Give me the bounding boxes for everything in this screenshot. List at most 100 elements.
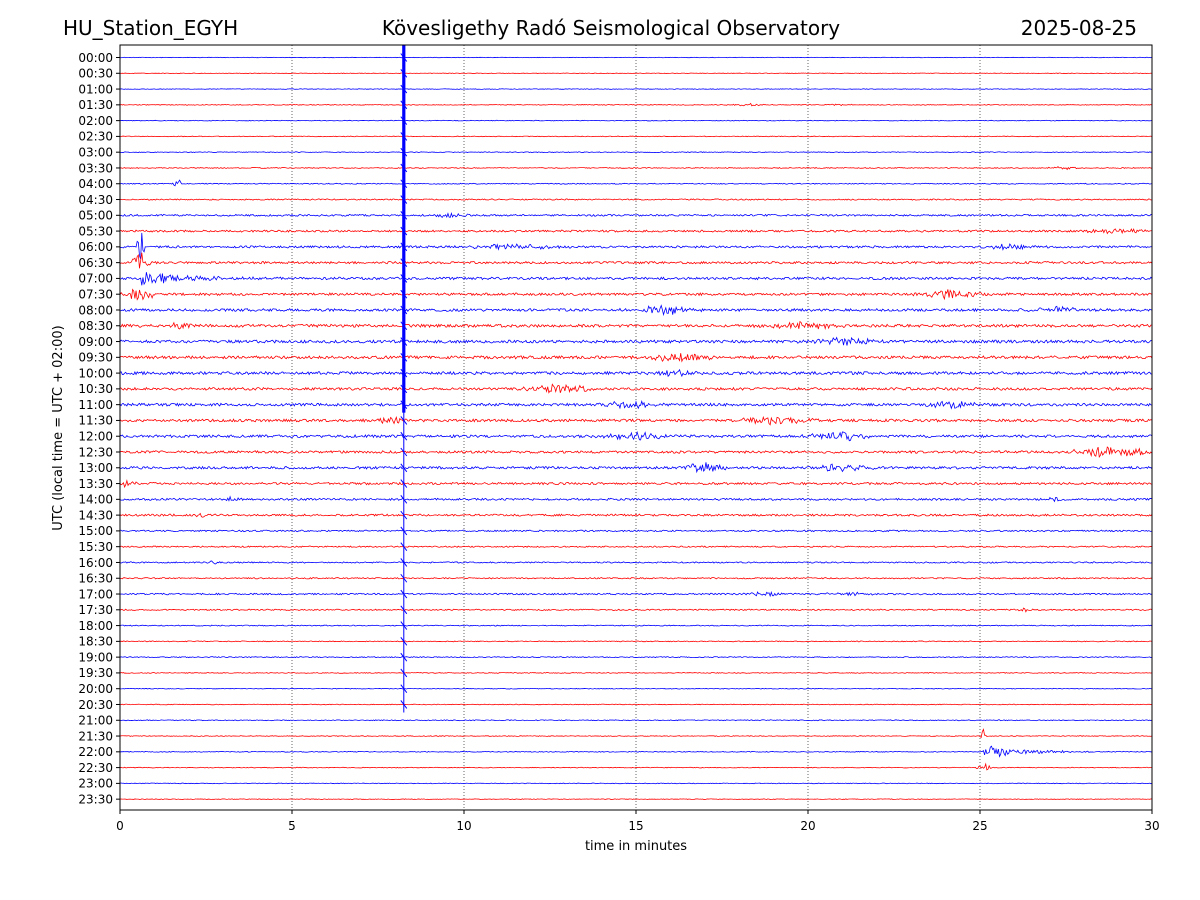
trace-0730 bbox=[119, 288, 1153, 301]
x-tick-label-0: 0 bbox=[116, 819, 124, 833]
y-tick-label-1400: 14:00 bbox=[78, 493, 113, 507]
spike-wiggle bbox=[400, 242, 408, 252]
y-tick-label-2030: 20:30 bbox=[78, 698, 113, 712]
y-tick-label-0900: 09:00 bbox=[78, 335, 113, 349]
x-tick-label-5: 5 bbox=[288, 819, 296, 833]
x-tick-label-25: 25 bbox=[972, 819, 987, 833]
trace-0700 bbox=[119, 272, 1153, 286]
spike-wiggle bbox=[400, 100, 408, 110]
trace-1300 bbox=[119, 462, 1153, 474]
y-tick-label-2300: 23:00 bbox=[78, 777, 113, 791]
station-label: HU_Station_EGYH bbox=[63, 16, 238, 40]
trace-2030 bbox=[119, 703, 1153, 706]
y-tick-label-0200: 02:00 bbox=[78, 114, 113, 128]
trace-0930 bbox=[119, 353, 1153, 363]
trace-2200 bbox=[119, 745, 1153, 758]
trace-1230 bbox=[119, 446, 1153, 458]
spike-wiggle bbox=[400, 463, 408, 473]
trace-1100 bbox=[119, 399, 1153, 410]
y-tick-label-1800: 18:00 bbox=[78, 619, 113, 633]
spike-wiggle bbox=[400, 84, 408, 94]
chart-title: Kövesligethy Radó Seismological Observat… bbox=[382, 16, 840, 40]
y-tick-label-0430: 04:30 bbox=[78, 193, 113, 207]
y-tick-label-1330: 13:30 bbox=[78, 477, 113, 491]
trace-0830 bbox=[119, 320, 1153, 330]
spike-wiggle bbox=[400, 226, 408, 236]
y-tick-label-2330: 23:30 bbox=[78, 792, 113, 806]
x-tick-label-30: 30 bbox=[1144, 819, 1159, 833]
y-tick-label-1300: 13:00 bbox=[78, 461, 113, 475]
trace-0500 bbox=[119, 212, 1153, 219]
trace-1400 bbox=[119, 495, 1153, 503]
spike-wiggle bbox=[400, 147, 408, 157]
trace-1130 bbox=[119, 415, 1153, 426]
y-tick-label-0800: 08:00 bbox=[78, 303, 113, 317]
y-tick-label-1430: 14:30 bbox=[78, 508, 113, 522]
y-tick-label-1200: 12:00 bbox=[78, 430, 113, 444]
trace-1330 bbox=[119, 479, 1153, 489]
plot-frame bbox=[119, 44, 1153, 811]
trace-1030 bbox=[119, 383, 1153, 394]
y-tick-label-1100: 11:00 bbox=[78, 398, 113, 412]
trace-1930 bbox=[119, 672, 1153, 674]
trace-1800 bbox=[119, 624, 1153, 627]
trace-1600 bbox=[119, 560, 1153, 565]
y-tick-label-1230: 12:30 bbox=[78, 445, 113, 459]
spike-wiggle bbox=[400, 163, 408, 173]
trace-2300 bbox=[119, 782, 1153, 785]
spike-wiggle bbox=[400, 495, 408, 504]
spike-wiggle bbox=[400, 258, 408, 267]
spike-wiggle bbox=[400, 431, 408, 441]
y-tick-label-2100: 21:00 bbox=[78, 714, 113, 728]
x-tick-label-15: 15 bbox=[628, 819, 643, 833]
y-tick-label-2200: 22:00 bbox=[78, 745, 113, 759]
trace-2330 bbox=[119, 798, 1153, 800]
trace-0030 bbox=[119, 72, 1153, 74]
spike-wiggle bbox=[400, 368, 408, 378]
spike-wiggle bbox=[400, 589, 408, 599]
y-tick-label-2230: 22:30 bbox=[78, 761, 113, 775]
y-tick-label-0300: 03:00 bbox=[78, 145, 113, 159]
y-tick-label-0400: 04:00 bbox=[78, 177, 113, 191]
spike-wiggle bbox=[400, 289, 408, 299]
y-tick-label-0000: 00:00 bbox=[78, 51, 113, 65]
spike-wiggle bbox=[400, 573, 408, 583]
seismogram-traces bbox=[119, 56, 1153, 800]
trace-1000 bbox=[119, 368, 1153, 378]
trace-0330 bbox=[119, 165, 1153, 171]
y-tick-label-1530: 15:30 bbox=[78, 540, 113, 554]
y-tick-label-0330: 03:30 bbox=[78, 161, 113, 175]
spike-wiggle bbox=[400, 132, 408, 141]
x-tick-label-20: 20 bbox=[800, 819, 815, 833]
trace-0430 bbox=[119, 198, 1153, 201]
spike-wiggle bbox=[400, 447, 408, 457]
spike-wiggle bbox=[400, 353, 408, 362]
y-tick-label-2000: 20:00 bbox=[78, 682, 113, 696]
trace-1700 bbox=[119, 590, 1153, 598]
y-tick-label-1500: 15:00 bbox=[78, 524, 113, 538]
spike-wiggle bbox=[400, 305, 408, 315]
spike-wiggle bbox=[400, 53, 408, 62]
trace-0100 bbox=[119, 88, 1153, 90]
spike-wiggle bbox=[400, 195, 408, 204]
spike-wiggle bbox=[400, 510, 408, 520]
y-tick-label-0830: 08:30 bbox=[78, 319, 113, 333]
spike-wiggle bbox=[400, 668, 408, 678]
y-axis-label: UTC (local time = UTC + 02:00) bbox=[51, 325, 66, 530]
teleseismic-spike-trace bbox=[400, 45, 408, 713]
y-tick-label-0730: 07:30 bbox=[78, 288, 113, 302]
trace-0600 bbox=[119, 232, 1153, 260]
trace-0130 bbox=[119, 102, 1153, 107]
y-tick-label-0500: 05:00 bbox=[78, 209, 113, 223]
y-tick-label-1630: 16:30 bbox=[78, 572, 113, 586]
trace-1630 bbox=[120, 577, 1153, 580]
spike-wiggle bbox=[400, 700, 408, 709]
trace-1530 bbox=[119, 545, 1153, 548]
y-tick-label-0600: 06:00 bbox=[78, 240, 113, 254]
spike-wiggle bbox=[400, 416, 408, 425]
y-tick-label-0130: 01:30 bbox=[78, 98, 113, 112]
spike-wiggle bbox=[400, 526, 408, 536]
y-tick-label-0030: 00:30 bbox=[78, 67, 113, 81]
spike-wiggle bbox=[400, 558, 408, 567]
